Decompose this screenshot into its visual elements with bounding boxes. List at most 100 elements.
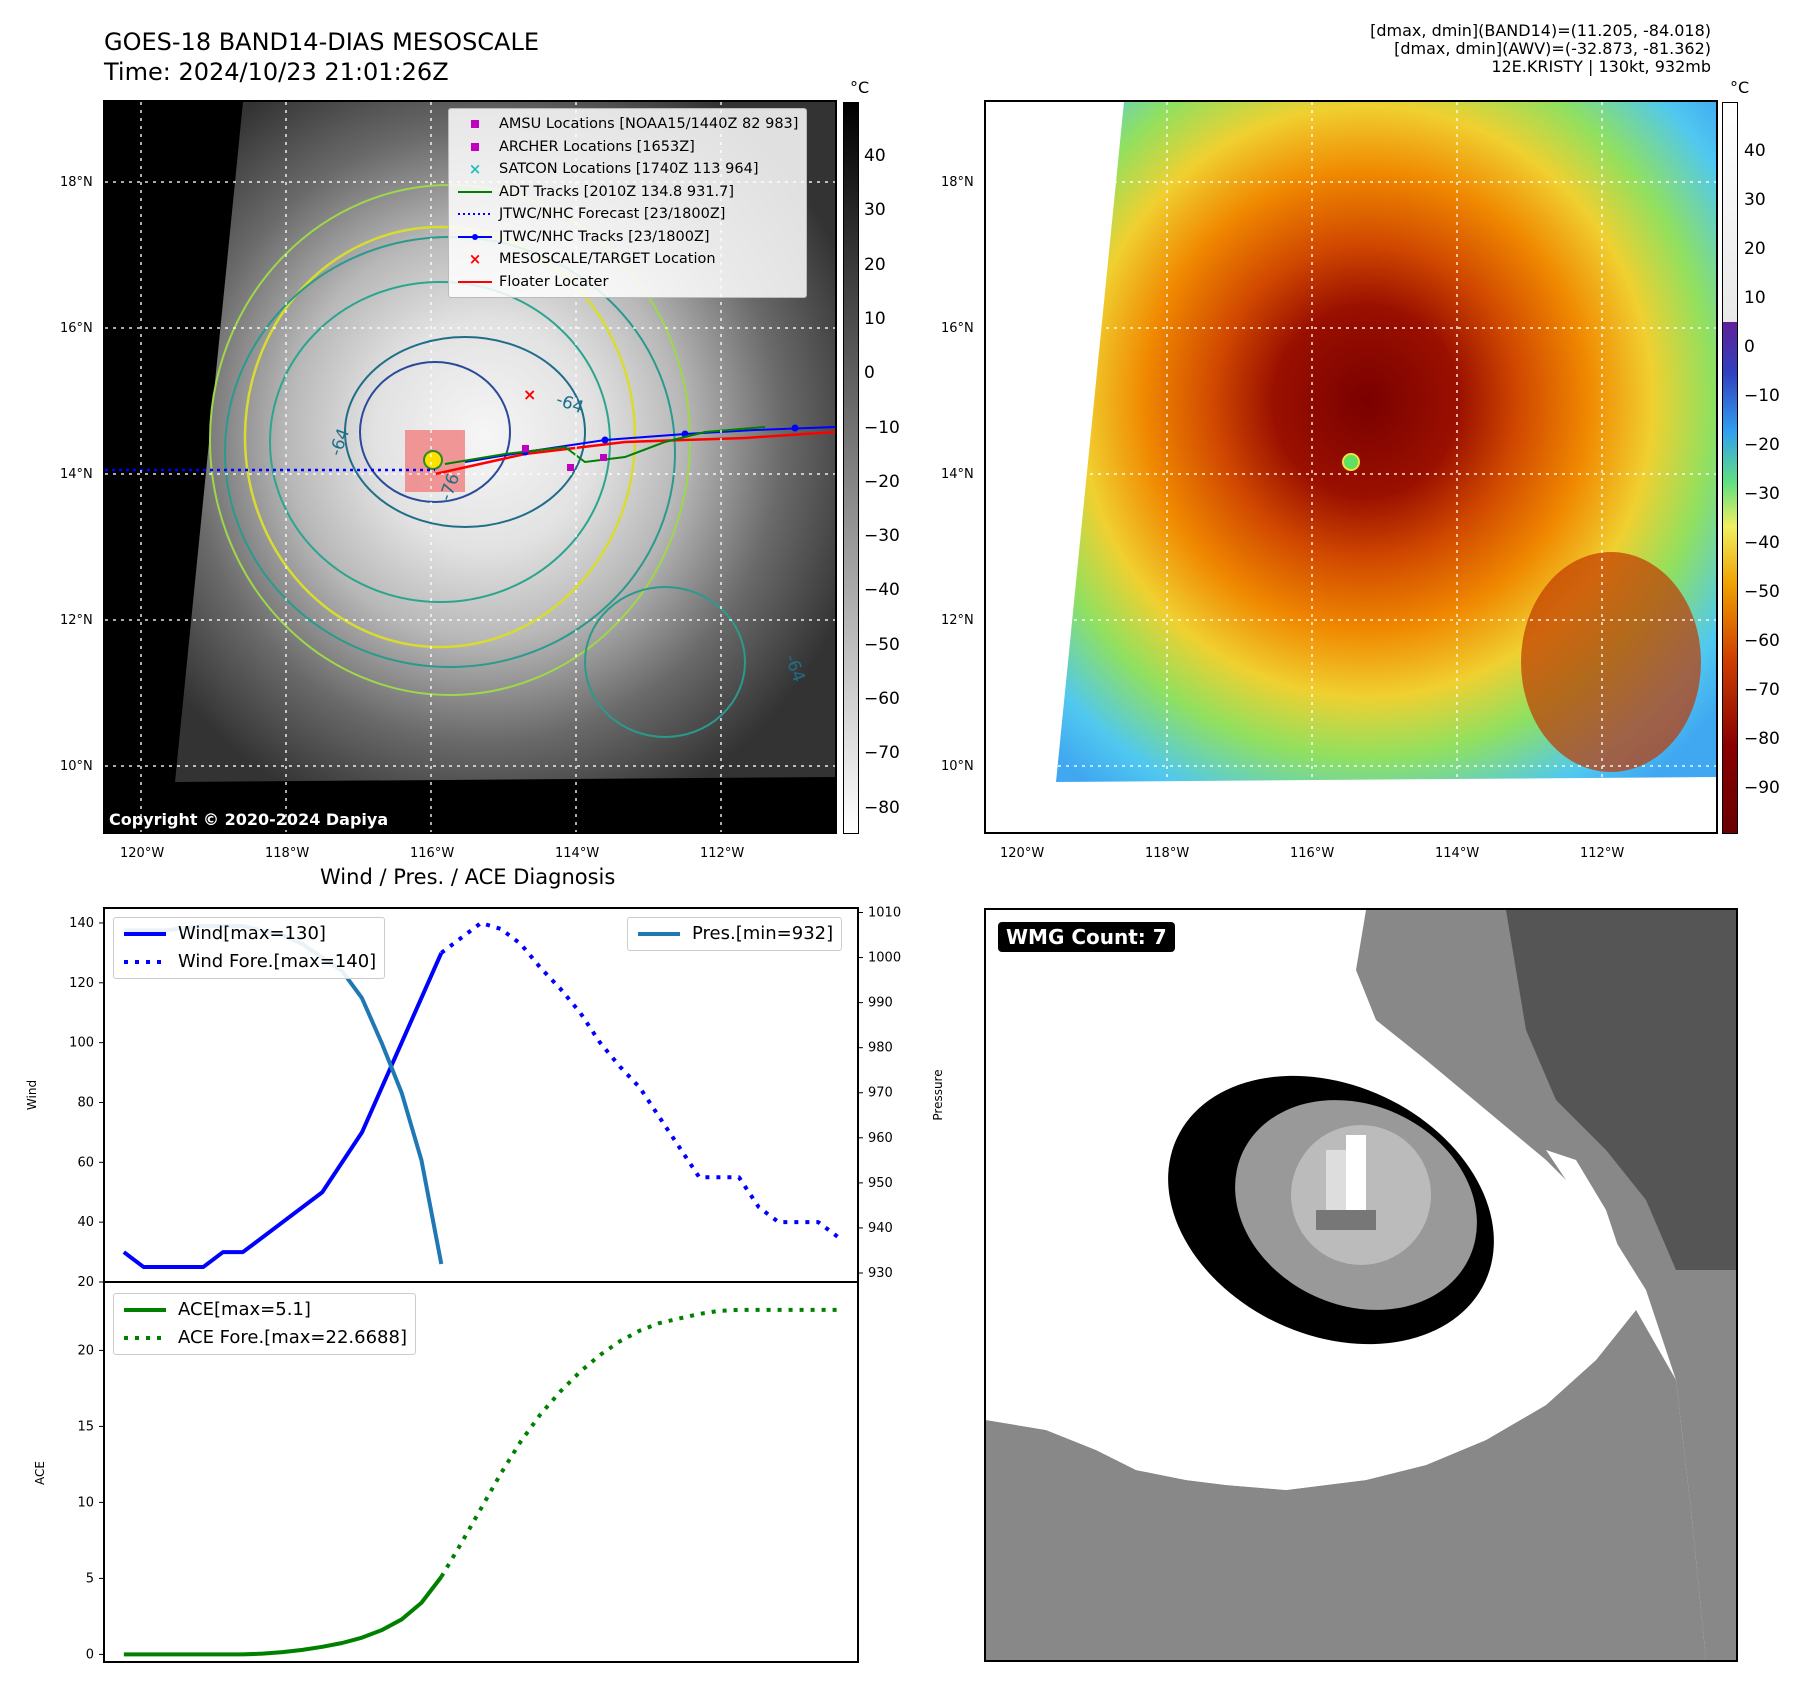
legend-symbol-icon [457, 233, 493, 241]
colorbar-gray-tick-label: 30 [864, 200, 886, 221]
legend-symbol-icon: × [468, 160, 482, 178]
colorbar-color-tick-label: −20 [1744, 435, 1780, 455]
legend-item: ARCHER Locations [1653Z] [457, 136, 798, 159]
legend-symbol-icon [457, 279, 493, 285]
lon-label-116w: 116°W [410, 846, 455, 861]
copyright-text: Copyright © 2020-2024 Dapiya [109, 810, 389, 829]
legend-symbol-icon [457, 141, 493, 153]
colorbar-gray-tick-label: 0 [864, 363, 875, 384]
wmg-panel: WMG Count: 7 [984, 908, 1738, 1662]
legend-label: MESOSCALE/TARGET Location [499, 251, 716, 267]
lon-label-114w: 114°W [555, 846, 600, 861]
legend-line-icon [122, 948, 168, 976]
wind-ytick-label: 100 [69, 1036, 94, 1051]
legend-symbol-icon [457, 189, 493, 195]
legend-label: ARCHER Locations [1653Z] [499, 138, 695, 155]
colorbar-gray-unit: °C [850, 78, 870, 97]
lon-label-112w-right: 112°W [1580, 846, 1625, 861]
colorbar-color-tick-label: −50 [1744, 582, 1780, 602]
colorbar-color-tick-label: 20 [1744, 239, 1766, 259]
pressure-ytick-label: 980 [868, 1041, 893, 1056]
colorbar-color [1722, 102, 1738, 834]
legend-symbol-icon [457, 118, 493, 130]
legend-item: ADT Tracks [2010Z 134.8 931.7] [457, 181, 798, 204]
legend-item: × MESOSCALE/TARGET Location [457, 248, 798, 271]
color-ir-map-panel [984, 100, 1718, 834]
lat-label-12n-right: 12°N [941, 613, 974, 628]
legend-line-icon [122, 920, 168, 948]
wind-ytick-label: 60 [77, 1155, 94, 1170]
pressure-ytick-label: 1000 [868, 951, 901, 966]
ace-ytick-label: 5 [86, 1571, 94, 1586]
legend-text: ACE Fore.[max=22.6688] [178, 1327, 407, 1348]
lon-label-112w: 112°W [700, 846, 745, 861]
colorbar-color-tick-label: −80 [1744, 729, 1780, 749]
ace-ytick-label: 0 [86, 1647, 94, 1662]
stats-info: [dmax, dmin](BAND14)=(11.205, -84.018) [… [1370, 22, 1711, 76]
ace-legend: ACE[max=5.1] ACE Fore.[max=22.6688] [113, 1293, 416, 1355]
lat-label-18n-right: 18°N [941, 175, 974, 190]
lon-label-116w-right: 116°W [1290, 846, 1335, 861]
wmg-count-badge: WMG Count: 7 [998, 922, 1175, 952]
lat-label-10n: 10°N [60, 759, 93, 774]
lat-label-18n: 18°N [60, 175, 93, 190]
legend-label: ADT Tracks [2010Z 134.8 931.7] [499, 183, 735, 200]
legend-symbol-icon [457, 211, 493, 217]
ir-map-panel: × -64 -64 -76 -64 Copyright © 2020-2024 … [103, 100, 837, 834]
map-legend: AMSU Locations [NOAA15/1440Z 82 983] ARCH… [448, 108, 808, 298]
colorbar-gray-tick-label: −30 [864, 526, 900, 547]
colorbar-gray-tick-label: −40 [864, 580, 900, 601]
title-line-1: GOES-18 BAND14-DIAS MESOSCALE [104, 28, 540, 56]
chart-legend-item: Wind Fore.[max=140] [122, 948, 376, 976]
wmg-image [986, 910, 1736, 1660]
legend-item: Floater Locater [457, 271, 798, 294]
wind-legend: Wind[max=130] Wind Fore.[max=140] [113, 917, 386, 979]
legend-symbol-icon: × [468, 250, 482, 268]
legend-label: AMSU Locations [NOAA15/1440Z 82 983] [499, 116, 799, 132]
wind-ytick-label: 20 [77, 1275, 94, 1290]
ace-axes-frame [103, 1281, 859, 1663]
chart-legend-item: Pres.[min=932] [636, 920, 833, 948]
pressure-ytick-label: 990 [868, 996, 893, 1011]
legend-label: JTWC/NHC Tracks [23/1800Z] [499, 228, 710, 245]
lat-label-14n: 14°N [60, 467, 93, 482]
colorbar-gray-tick-label: −60 [864, 689, 900, 709]
lon-label-118w-right: 118°W [1145, 846, 1190, 861]
ace-ytick-label: 10 [77, 1495, 94, 1510]
info-storm: 12E.KRISTY | 130kt, 932mb [1491, 57, 1711, 76]
figure-title: GOES-18 BAND14-DIAS MESOSCALE Time: 2024… [104, 27, 539, 87]
ace-ytick-label: 20 [77, 1343, 94, 1358]
colorbar-color-tick-label: −60 [1744, 631, 1780, 651]
colorbar-gray-tick-label: −50 [864, 634, 900, 655]
chart-legend-item: ACE[max=5.1] [122, 1296, 407, 1324]
colorbar-gray-tick-label: 40 [864, 146, 886, 166]
title-line-2: Time: 2024/10/23 21:01:26Z [104, 58, 449, 86]
pressure-axis-label: Pressure [931, 1069, 945, 1120]
wind-ytick-label: 40 [77, 1215, 94, 1230]
pressure-ytick-label: 940 [868, 1221, 893, 1236]
chart-legend-item: Wind[max=130] [122, 920, 376, 948]
svg-text:×: × [523, 385, 536, 404]
colorbar-gray-tick-label: 10 [864, 308, 886, 329]
ace-forecast-line [439, 1307, 839, 1578]
legend-label: JTWC/NHC Forecast [23/1800Z] [499, 206, 726, 222]
legend-text: Wind Fore.[max=140] [178, 951, 377, 972]
info-awv: [dmax, dmin](AWV)=(-32.873, -81.362) [1394, 39, 1711, 58]
ace-ytick-label: 15 [77, 1419, 94, 1434]
legend-text: Wind[max=130] [178, 923, 326, 944]
lon-label-120w-right: 120°W [1000, 846, 1045, 861]
pressure-ytick-label: 930 [868, 1266, 893, 1281]
colorbar-color-tick-label: 30 [1744, 190, 1766, 210]
colorbar-color-tick-label: −90 [1744, 778, 1780, 798]
lat-label-14n-right: 14°N [941, 467, 974, 482]
colorbar-gray-tick-label: −10 [864, 417, 900, 438]
chart-legend-item: ACE Fore.[max=22.6688] [122, 1324, 407, 1352]
color-ir-map-image [986, 102, 1716, 832]
wind-ytick-label: 140 [69, 916, 94, 931]
diagnosis-title: Wind / Pres. / ACE Diagnosis [320, 865, 616, 889]
legend-item: × SATCON Locations [1740Z 113 964] [457, 158, 798, 181]
legend-item: AMSU Locations [NOAA15/1440Z 82 983] [457, 113, 798, 136]
wind-ytick-label: 120 [69, 976, 94, 991]
pressure-legend: Pres.[min=932] [627, 917, 843, 951]
wind-axis-label: Wind [25, 1080, 39, 1110]
